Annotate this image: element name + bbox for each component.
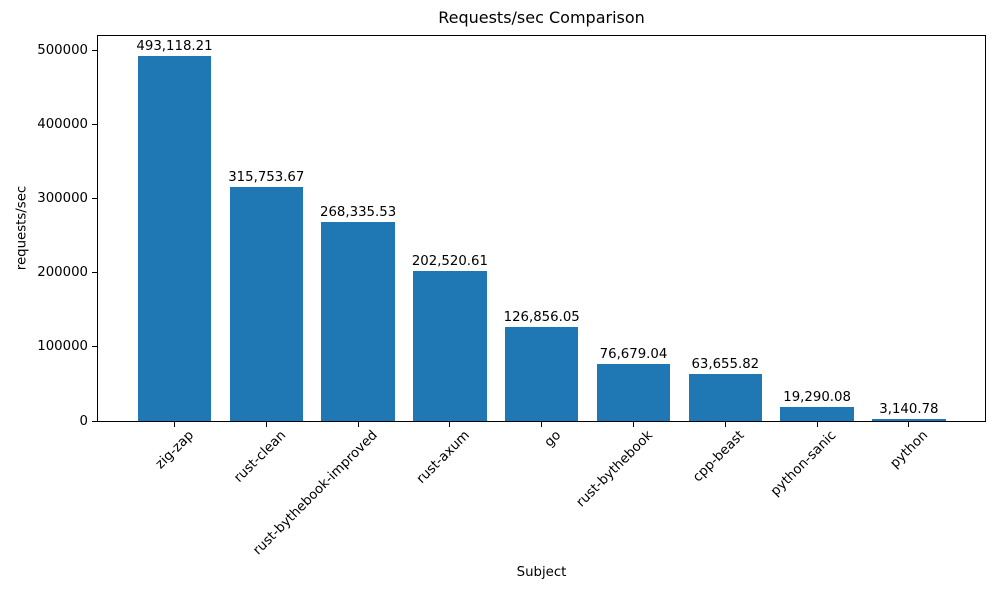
x-tick-label: zig-zap bbox=[152, 428, 198, 473]
bar-rust-bythebook-improved bbox=[321, 222, 395, 421]
y-tick-label: 500000 bbox=[37, 43, 88, 59]
y-tick-mark bbox=[92, 346, 98, 348]
chart-title: Requests/sec Comparison bbox=[438, 8, 645, 27]
y-tick-label: 300000 bbox=[37, 191, 88, 207]
bar-rust-clean bbox=[229, 187, 304, 421]
x-tick-label: go bbox=[541, 428, 565, 451]
x-tick-label: python-sanic bbox=[768, 428, 840, 500]
y-tick-label: 100000 bbox=[37, 339, 88, 355]
x-tick-mark bbox=[265, 421, 267, 427]
bar-cpp-beast bbox=[688, 373, 763, 421]
y-tick-mark bbox=[92, 124, 98, 126]
x-tick-label: rust-clean bbox=[231, 428, 289, 486]
y-tick-label: 200000 bbox=[37, 265, 88, 281]
x-axis-label: Subject bbox=[516, 565, 567, 580]
bar-zig-zap bbox=[137, 55, 212, 421]
bar-go bbox=[504, 327, 579, 421]
bar-rust-bythebook bbox=[596, 364, 671, 421]
bar-value-label: 315,753.67 bbox=[228, 170, 305, 186]
y-tick-label: 0 bbox=[79, 413, 88, 429]
y-tick-mark bbox=[92, 420, 98, 422]
x-tick-mark bbox=[449, 421, 451, 427]
bar-value-label: 126,856.05 bbox=[503, 310, 580, 326]
bar-value-label: 202,520.61 bbox=[411, 254, 488, 270]
x-tick-mark bbox=[174, 421, 175, 427]
y-tick-mark bbox=[92, 198, 98, 200]
x-tick-mark bbox=[816, 421, 818, 427]
x-tick-label: python bbox=[888, 428, 932, 472]
x-tick-mark bbox=[633, 421, 634, 427]
x-tick-mark bbox=[357, 421, 359, 427]
bar-value-label: 63,655.82 bbox=[691, 356, 760, 372]
x-tick-mark bbox=[908, 421, 910, 427]
y-tick-mark bbox=[92, 50, 98, 52]
bar-python-sanic bbox=[780, 406, 854, 421]
bar-value-label: 3,140.78 bbox=[879, 401, 939, 417]
plot-area: 0 100000 200000 300000 400000 500000 493,118.2… bbox=[37, 35, 986, 558]
y-tick-mark bbox=[92, 272, 98, 274]
x-tick-label: cpp-beast bbox=[690, 428, 748, 486]
bar-python bbox=[872, 418, 946, 421]
bar-value-label: 76,679.04 bbox=[599, 347, 668, 363]
bar-value-label: 268,335.53 bbox=[320, 205, 397, 221]
x-tick-label: rust-bythebook bbox=[573, 428, 657, 511]
bar-value-label: 493,118.21 bbox=[136, 38, 213, 54]
x-tick-mark bbox=[541, 421, 543, 427]
y-tick-label: 400000 bbox=[37, 117, 88, 133]
x-tick-label: rust-axum bbox=[413, 428, 473, 487]
bar-rust-axum bbox=[413, 271, 487, 421]
bar-value-label: 19,290.08 bbox=[783, 389, 851, 405]
x-tick-mark bbox=[724, 421, 726, 427]
